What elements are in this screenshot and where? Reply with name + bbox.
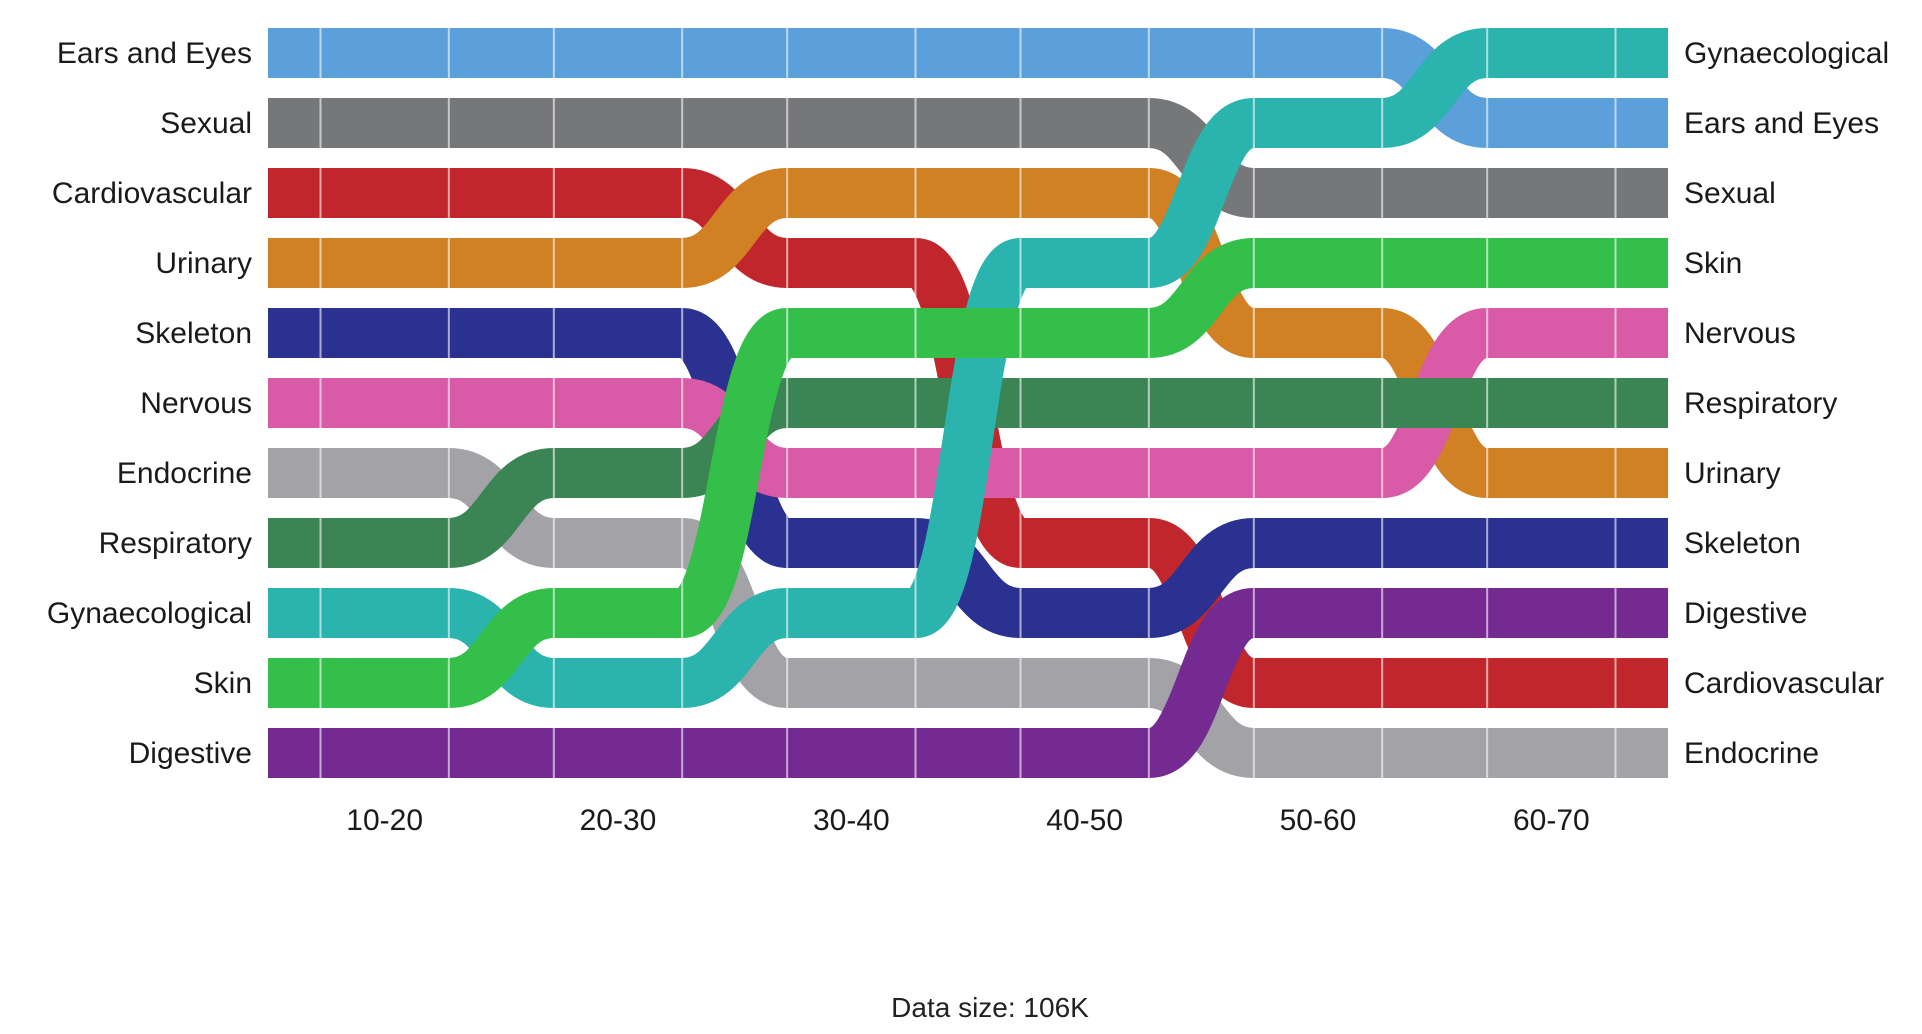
series-bands [268, 27, 1668, 778]
x-tick-label: 10-20 [346, 804, 423, 837]
column-dividers [319, 18, 1617, 788]
footer-caption: Data size: 106K [891, 992, 1089, 1023]
left-label-sexual: Sexual [160, 107, 252, 140]
right-label-sexual: Sexual [1684, 177, 1776, 210]
x-tick-label: 30-40 [813, 804, 890, 837]
left-series-labels: Ears and Eyes Sexual Cardiovascular Urinary… [47, 37, 252, 770]
right-label-respiratory: Respiratory [1684, 387, 1837, 420]
right-label-gynaecological: Gynaecological [1684, 37, 1889, 70]
right-label-nervous: Nervous [1684, 317, 1796, 350]
right-label-skin: Skin [1684, 247, 1742, 280]
x-tick-label: 40-50 [1046, 804, 1123, 837]
series-band-urinary [268, 167, 1668, 498]
x-axis-tick-labels: 10-20 20-30 30-40 40-50 50-60 60-70 [346, 804, 1589, 837]
x-tick-label: 60-70 [1513, 804, 1590, 837]
x-tick-label: 50-60 [1280, 804, 1357, 837]
series-band-digestive [268, 587, 1668, 778]
left-label-cardiovascular: Cardiovascular [52, 177, 252, 210]
left-label-ears-and-eyes: Ears and Eyes [57, 37, 252, 70]
left-label-respiratory: Respiratory [99, 527, 252, 560]
left-label-digestive: Digestive [129, 737, 252, 770]
right-label-ears-and-eyes: Ears and Eyes [1684, 107, 1879, 140]
right-label-urinary: Urinary [1684, 457, 1781, 490]
right-label-cardiovascular: Cardiovascular [1684, 667, 1884, 700]
left-label-nervous: Nervous [140, 387, 252, 420]
series-band-sexual [268, 97, 1668, 218]
left-label-skeleton: Skeleton [135, 317, 252, 350]
series-band-endocrine [268, 448, 1668, 778]
right-series-labels: Gynaecological Ears and Eyes Sexual Skin Ner… [1684, 37, 1889, 770]
x-tick-label: 20-30 [580, 804, 657, 837]
right-label-digestive: Digestive [1684, 597, 1807, 630]
right-label-endocrine: Endocrine [1684, 737, 1819, 770]
left-label-urinary: Urinary [155, 247, 252, 280]
right-label-skeleton: Skeleton [1684, 527, 1801, 560]
left-label-gynaecological: Gynaecological [47, 597, 252, 630]
left-label-skin: Skin [194, 667, 252, 700]
left-label-endocrine: Endocrine [117, 457, 252, 490]
